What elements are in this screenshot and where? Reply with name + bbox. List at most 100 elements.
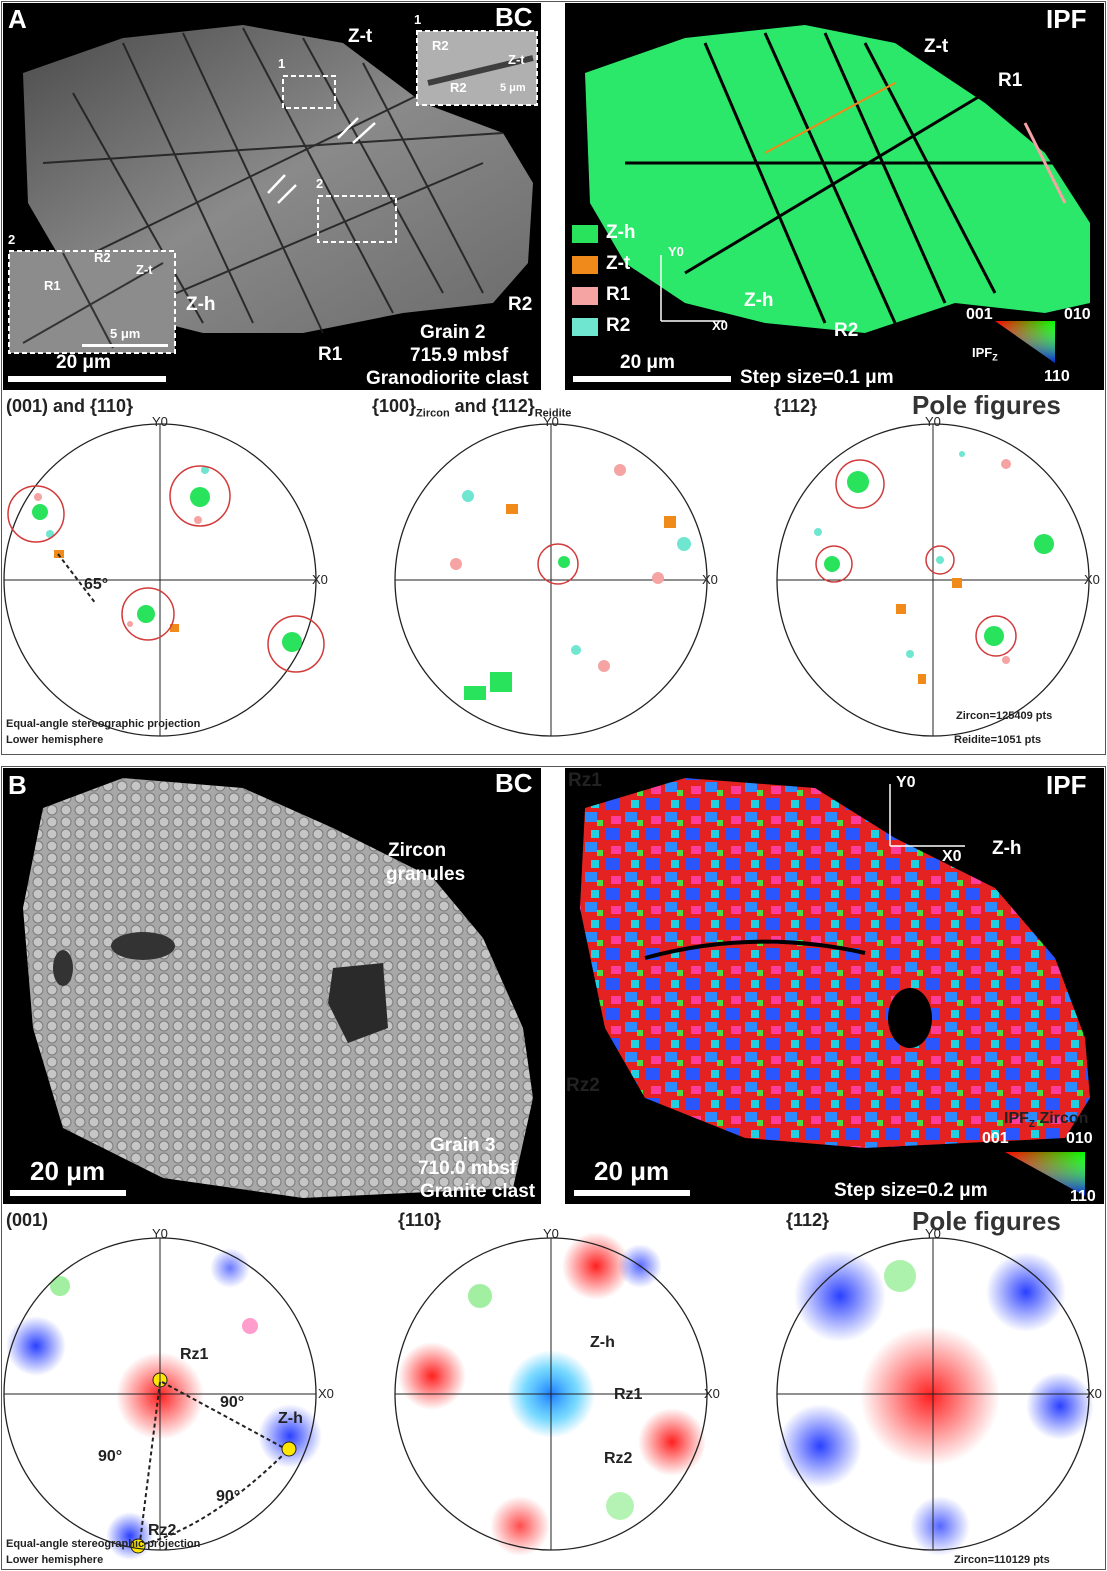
pf-b1-zh: Z-h [278, 1410, 303, 1427]
bc-a-scalebar [8, 376, 166, 382]
pf-a3-points [814, 451, 1054, 684]
pf-b-projection-2: Lower hemisphere [6, 1554, 104, 1566]
ipf-b-step-size: Step size=0.2 μm [834, 1180, 988, 1201]
inset-1-r2b: R2 [450, 80, 467, 95]
bc-b-scale-text: 20 μm [30, 1156, 106, 1186]
inset-2-number: 2 [8, 232, 16, 247]
inset-2-scalebar [82, 344, 168, 347]
pf-b-projection-1: Equal-angle stereographic projection [6, 1538, 201, 1550]
pf-a-count-zircon: Zircon=125409 pts [956, 710, 1053, 722]
ipf-label-r2: R2 [834, 320, 859, 341]
ipf-grain-3-svg [580, 778, 1090, 1196]
inset-2-zt: Z-t [136, 262, 153, 277]
ipf-label-zh: Z-h [744, 290, 774, 311]
pf-b3-points [778, 1250, 1094, 1556]
label-r2: R2 [508, 294, 533, 315]
ipf-key-001: 001 [966, 306, 993, 323]
pf-a-big-title: Pole figures [912, 390, 1061, 420]
pf-b2-y0: Y0 [543, 1226, 559, 1241]
box-1-outline [282, 75, 336, 109]
ipf-label-r1: R1 [998, 70, 1023, 91]
zircon-granules-2: granules [386, 864, 466, 885]
pf-b2-rz2: Rz2 [604, 1450, 633, 1467]
pf-b2-points [398, 1232, 706, 1556]
panel-a-frame [1, 1, 1106, 755]
pf-a2-points [450, 464, 691, 700]
pf-a-projection-2: Lower hemisphere [6, 734, 104, 746]
ipf-a-step-size: Step size=0.1 μm [740, 367, 894, 388]
pf-a1-title: (001) and {110} [6, 396, 134, 416]
ipf-axis-y0: Y0 [668, 244, 684, 259]
ipf-b-rz1: Rz1 [568, 770, 602, 791]
pf-b2-zh: Z-h [590, 1334, 615, 1351]
pf-b-count-zircon: Zircon=110129 pts [954, 1554, 1050, 1566]
panel-b-letter: B [8, 770, 27, 800]
pf-a1-x0: X0 [312, 572, 328, 587]
ipf-key-title: IPFZ [972, 345, 998, 363]
bc-b-tag: BC [495, 768, 533, 798]
pf-a2-title: {100}Zircon and {112}Reidite [372, 396, 572, 420]
bc-hole-2 [328, 963, 388, 1043]
ipf-key-110: 110 [1044, 368, 1070, 385]
ipf-b-key-001: 001 [982, 1130, 1009, 1147]
ipf-b-key-010: 010 [1066, 1130, 1093, 1147]
ipf-fracture-lines [625, 32, 1085, 324]
inset-1-scale: 5 μm [500, 82, 526, 94]
pf-b3-y0: Y0 [925, 1226, 941, 1241]
ipf-grain-2-svg [585, 25, 1090, 363]
ipf-tag: IPF [1046, 4, 1087, 34]
legend-item-r2: R2 [572, 315, 636, 339]
grain-2-caption-2: 715.9 mbsf [410, 345, 509, 366]
grain-3-ipf-shape [580, 778, 1090, 1148]
pf-a1-angle: 65° [84, 576, 109, 593]
ipf-b-y0: Y0 [896, 774, 916, 791]
panel-b-ipf-image [565, 768, 1104, 1204]
bc-b-scalebar [10, 1190, 126, 1196]
ipf-a-scalebar [573, 376, 731, 382]
bc-grain-3-svg [23, 778, 533, 1198]
ipf-key-010: 010 [1064, 306, 1091, 323]
ipf-b-x0: X0 [942, 848, 962, 865]
label-box-2: 2 [316, 176, 324, 191]
ipf-b-key-110: 110 [1070, 1188, 1096, 1205]
pf-b1-x0: X0 [318, 1386, 334, 1401]
pf-a3-y0: Y0 [925, 414, 941, 429]
pf-b1-rz1: Rz1 [180, 1346, 209, 1363]
bc-tag: BC [495, 2, 533, 32]
zircon-granules-1: Zircon [388, 840, 447, 861]
pf-b3-title: {112} [786, 1210, 830, 1230]
pf-b1-angle-2: 90° [98, 1448, 123, 1465]
ipf-b-scalebar [574, 1190, 690, 1196]
legend-item-zt: Z-t [572, 253, 636, 277]
pf-a1-y0: Y0 [152, 414, 168, 429]
r1-trace [1023, 122, 1067, 204]
pf-b-big-title: Pole figures [912, 1206, 1061, 1236]
label-box-1: 1 [278, 56, 286, 71]
label-r1: R1 [318, 344, 343, 365]
label-zh: Z-h [186, 294, 216, 315]
pf-b-svg [3, 1232, 1094, 1560]
inset-2-scale: 5 μm [110, 326, 141, 341]
grain-3-caption-1: Grain 3 [430, 1135, 496, 1156]
grain-3-caption-3: Granite clast [420, 1181, 536, 1202]
pf-b3-x0: X0 [1086, 1386, 1102, 1401]
panel-a-ipf-image [565, 3, 1104, 390]
panel-b-bc-image [3, 768, 541, 1204]
ipf-legend: Z-h Z-t R1 R2 [572, 222, 636, 339]
pf-b2-x0: X0 [704, 1386, 720, 1401]
ipf-label-zt: Z-t [924, 36, 949, 57]
grain-3-caption-2: 710.0 mbsf [418, 1158, 517, 1179]
legend-item-zh: Z-h [572, 222, 636, 246]
grain-2-caption-1: Grain 2 [420, 322, 486, 343]
pf-b2-rz1: Rz1 [614, 1386, 643, 1403]
legend-item-r1: R1 [572, 284, 636, 308]
inset-2-r2: R2 [94, 250, 111, 265]
panel-a-letter: A [8, 4, 27, 34]
pf-b1-title: (001) [6, 1210, 49, 1230]
ipf-b-axes [889, 784, 965, 847]
inset-1-image [416, 30, 538, 106]
fracture-lines [42, 27, 504, 334]
bc-grain-2-svg [8, 25, 538, 354]
pf-b2-title: {110} [398, 1210, 442, 1230]
